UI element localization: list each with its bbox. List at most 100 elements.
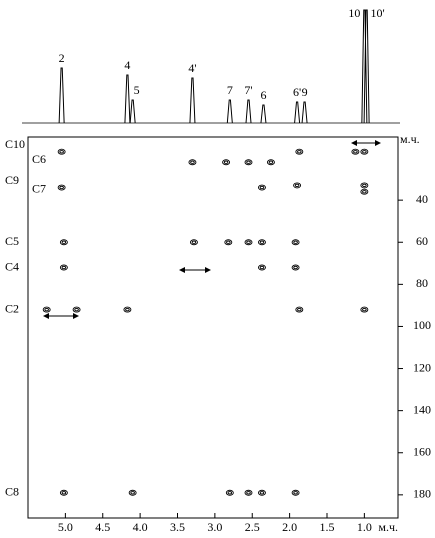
contour [294, 183, 300, 188]
y-tick-label: 100 [413, 318, 431, 332]
peak-label: 9 [302, 85, 308, 99]
contour [61, 491, 67, 495]
cross-peak [57, 148, 66, 155]
cross-peak [189, 239, 198, 246]
spectrum-peak [189, 77, 196, 124]
cross-peak [291, 239, 300, 246]
x-unit: м.ч. [378, 520, 398, 534]
contour [259, 185, 265, 190]
cross-peak [258, 264, 266, 271]
contour [362, 150, 367, 154]
x-tick-label: 4.0 [133, 520, 148, 534]
contour [225, 489, 234, 496]
contour [191, 240, 197, 244]
cross-peak [244, 489, 253, 496]
contour [246, 240, 251, 244]
cross-peak [295, 306, 304, 313]
contour [353, 150, 358, 154]
contour [123, 306, 132, 313]
contour [258, 239, 266, 246]
cross-peak [59, 239, 68, 246]
spectrum-peak [301, 101, 308, 124]
cross-peak [59, 264, 68, 271]
contour [360, 148, 369, 155]
contour [297, 150, 302, 154]
cross-peak [360, 148, 369, 155]
contour [259, 240, 265, 244]
contour [61, 240, 67, 244]
contour [72, 306, 81, 313]
spectrum-peak [129, 99, 136, 124]
plot-frame [27, 136, 399, 519]
cross-peak [123, 306, 132, 313]
contour [259, 265, 265, 270]
peak-label: 10' [371, 6, 385, 20]
contour [362, 183, 367, 188]
carbon-label: C8 [5, 484, 19, 498]
contour [125, 307, 130, 312]
x-tick-label: 5.0 [58, 520, 73, 534]
contour [59, 150, 64, 154]
cross-peak [128, 489, 137, 496]
cross-peak [224, 239, 233, 246]
cross-peak [360, 182, 369, 189]
contour [59, 239, 68, 246]
peak-label: 6' [293, 85, 301, 99]
peak-label: 7' [244, 83, 252, 97]
spectrum-peak [363, 9, 370, 124]
contour [360, 188, 369, 195]
contour [128, 489, 137, 496]
contour [293, 491, 298, 495]
cross-peak [244, 239, 253, 246]
cross-peak [266, 159, 275, 166]
peak-label: 5 [134, 83, 140, 97]
x-tick-label: 1.5 [319, 520, 334, 534]
contour [293, 182, 302, 189]
cross-peak [360, 306, 369, 313]
contour [293, 265, 298, 270]
y-tick-label: 160 [413, 444, 431, 458]
cross-peak [72, 306, 81, 313]
carbon-label: C10 [5, 137, 25, 151]
cross-peak [351, 148, 360, 155]
contour [189, 239, 198, 246]
spectrum-peak [260, 104, 267, 124]
contour [244, 239, 253, 246]
peak-label: 10 [348, 6, 360, 20]
contour [268, 160, 274, 164]
contour [258, 264, 266, 271]
peak-label: 6 [260, 88, 266, 102]
cross-peak [291, 489, 300, 496]
cross-peak [244, 159, 253, 166]
contour [226, 240, 231, 244]
cross-peak [360, 188, 369, 195]
y-tick-label: 180 [413, 487, 431, 501]
contour [258, 184, 266, 191]
contour [351, 148, 360, 155]
cross-peak [42, 306, 51, 313]
y-tick-label: 140 [413, 402, 431, 416]
peak-label: 4' [188, 61, 196, 75]
peak-label: 4 [124, 58, 130, 72]
x-tick-label: 4.5 [95, 520, 110, 534]
cross-peak [258, 239, 266, 246]
spectrum-peak [361, 9, 368, 124]
x-tick-label: 2.5 [245, 520, 260, 534]
contour [297, 307, 302, 312]
y-tick-label: 80 [416, 276, 428, 290]
contour [61, 265, 67, 270]
contour [291, 489, 300, 496]
carbon-label: C9 [5, 173, 19, 187]
y-tick-label: 120 [413, 360, 431, 374]
cross-peak [188, 159, 197, 166]
spectrum-peak [294, 101, 301, 124]
contour [223, 160, 229, 164]
contour [295, 148, 304, 155]
peak-label: 7 [227, 83, 233, 97]
contour [362, 307, 367, 312]
peak-label: 2 [59, 51, 65, 65]
spectrum-peak [245, 99, 252, 124]
contour [266, 159, 275, 166]
contour [291, 264, 300, 271]
carbon-label: C2 [5, 301, 19, 315]
